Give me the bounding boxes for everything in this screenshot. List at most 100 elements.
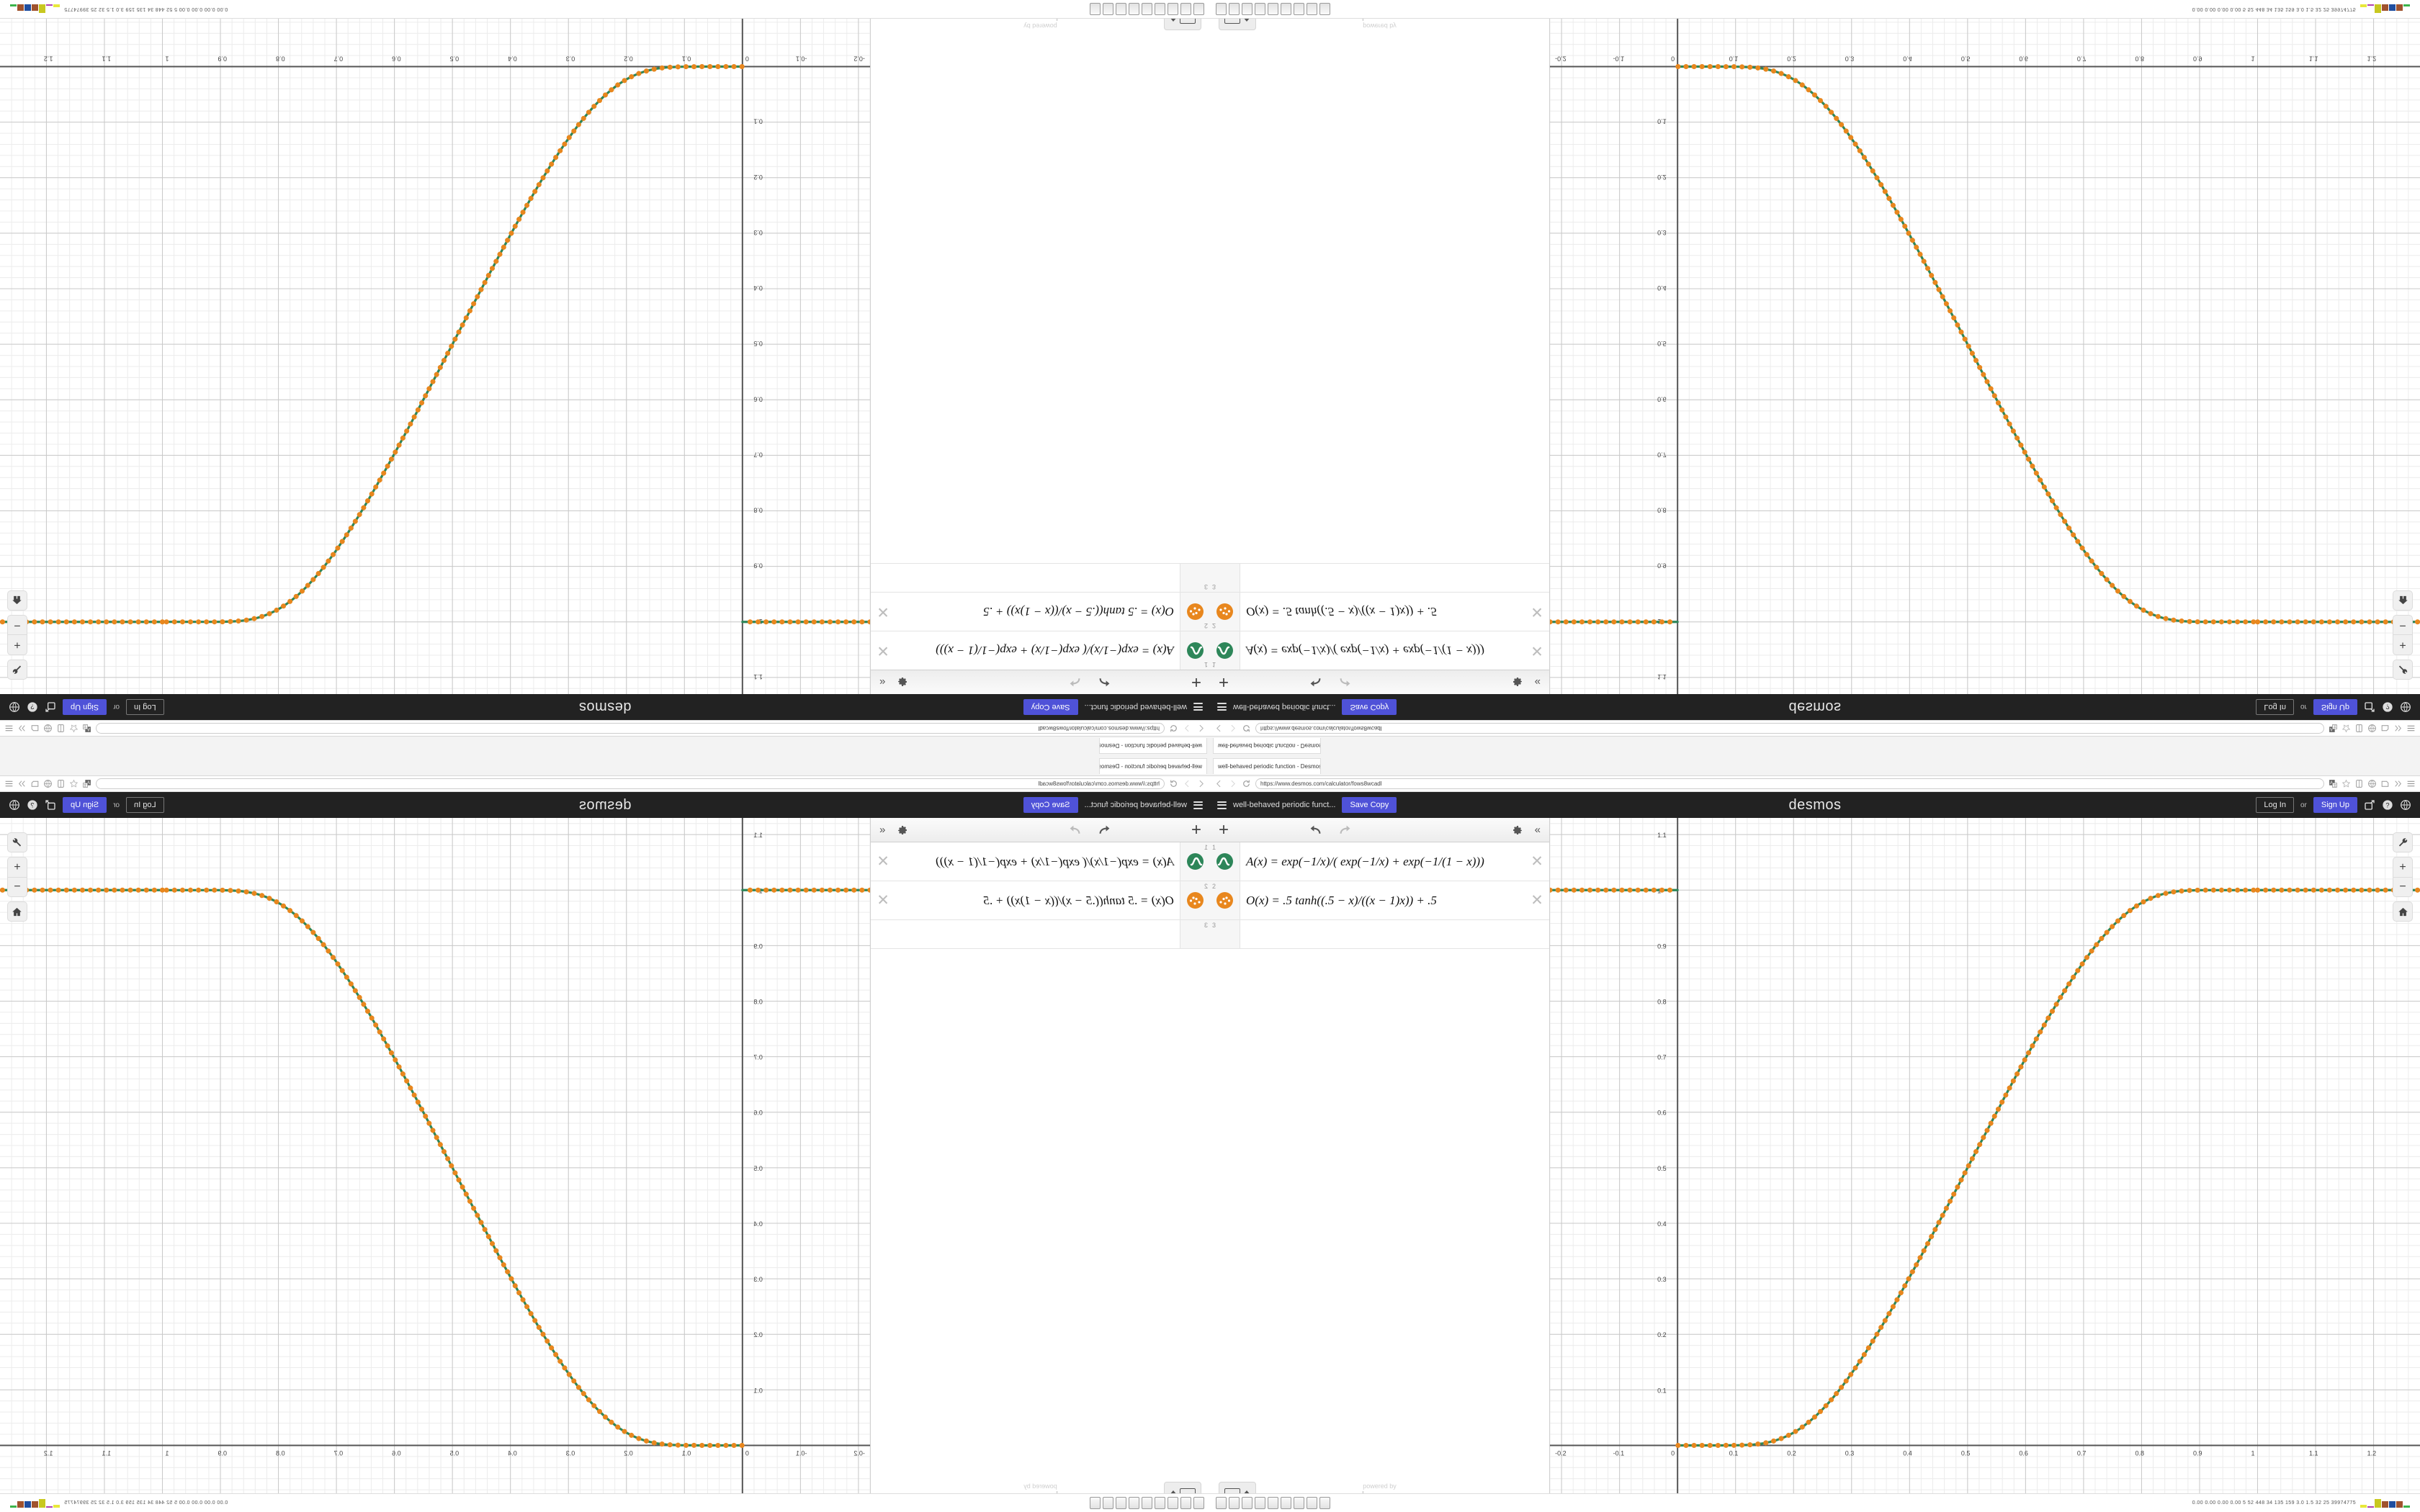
hamburger-menu-icon[interactable] <box>4 724 14 733</box>
browser-tab[interactable]: well-behaved periodic function - Desmos <box>1213 738 1321 755</box>
save-copy-button[interactable]: Save Copy <box>1342 797 1397 813</box>
zoom-in-button[interactable]: + <box>7 635 27 655</box>
hamburger-menu-icon[interactable] <box>1217 703 1227 711</box>
save-to-pocket-icon[interactable] <box>2380 724 2390 733</box>
taskbar-app-icon[interactable] <box>1319 1497 1330 1509</box>
redo-arrow-icon[interactable] <box>1338 677 1353 688</box>
help-question-icon[interactable]: ? <box>2382 701 2393 713</box>
expression-body[interactable]: A(x) = exp(−1/x)/( exp(−1/x) + exp(−1/(1… <box>1240 631 1525 670</box>
expression-row[interactable]: 2 O(x) = .5 tanh((.5 − x)/((x − 1)x)) + … <box>871 592 1210 631</box>
expression-body[interactable]: A(x) = exp(−1/x)/( exp(−1/x) + exp(−1/(1… <box>1240 842 1525 881</box>
taskbar-app-icon[interactable] <box>1180 1497 1191 1509</box>
reload-icon[interactable] <box>1169 779 1178 788</box>
share-icon[interactable] <box>45 799 56 811</box>
hamburger-menu-icon[interactable] <box>2406 724 2416 733</box>
globe-icon[interactable] <box>2367 724 2377 733</box>
hamburger-menu-icon[interactable] <box>1193 703 1203 711</box>
taskbar-app-icon[interactable] <box>1216 1497 1227 1509</box>
log-in-button[interactable]: Log In <box>2256 699 2294 715</box>
taskbar-app-icon[interactable] <box>1268 3 1278 15</box>
dotted-curve-icon[interactable] <box>1216 642 1233 659</box>
taskbar-app-icon[interactable] <box>1255 3 1265 15</box>
gear-icon[interactable] <box>897 824 908 836</box>
log-in-button[interactable]: Log In <box>2256 797 2294 813</box>
bookmark-star-icon[interactable] <box>69 779 79 788</box>
bookmark-star-icon[interactable] <box>2341 724 2351 733</box>
redo-arrow-icon[interactable] <box>1067 824 1082 836</box>
url-input[interactable]: https://www.desmos.com/calculator/fows8w… <box>96 723 1165 734</box>
expression-row[interactable]: 2 O(x) = .5 tanh((.5 − x)/((x − 1)x)) + … <box>871 881 1210 920</box>
gear-icon[interactable] <box>1512 677 1523 688</box>
undo-arrow-icon[interactable] <box>1308 677 1322 688</box>
taskbar-app-icon[interactable] <box>1090 1497 1101 1509</box>
forward-arrow-icon[interactable] <box>1183 779 1192 788</box>
save-to-pocket-icon[interactable] <box>30 724 40 733</box>
taskbar-app-icon[interactable] <box>1129 3 1139 15</box>
taskbar-app-icon[interactable] <box>1168 1497 1178 1509</box>
wrench-icon[interactable] <box>2393 832 2413 852</box>
close-x-icon[interactable]: ✕ <box>1531 853 1543 870</box>
add-expression-icon[interactable]: + <box>1191 672 1201 693</box>
save-to-pocket-icon[interactable] <box>30 779 40 788</box>
zoom-in-button[interactable]: + <box>2393 635 2413 655</box>
zoom-out-button[interactable]: − <box>2393 877 2413 897</box>
taskbar-app-icon[interactable] <box>1116 1497 1126 1509</box>
taskbar-app-icon[interactable] <box>1155 3 1165 15</box>
chevron-double-right-icon[interactable] <box>17 779 27 788</box>
home-icon[interactable] <box>7 901 27 922</box>
url-input[interactable]: https://www.desmos.com/calculator/fows8w… <box>1255 723 2324 734</box>
taskbar-app-icon[interactable] <box>1090 3 1101 15</box>
dotted-curve-icon[interactable] <box>1216 603 1233 620</box>
chevron-double-left-icon[interactable]: « <box>879 824 886 836</box>
help-question-icon[interactable]: ? <box>27 701 38 713</box>
zoom-in-button[interactable]: + <box>7 857 27 877</box>
dotted-curve-icon[interactable] <box>1187 603 1204 620</box>
dotted-curve-icon[interactable] <box>1187 642 1204 659</box>
back-arrow-icon[interactable] <box>1196 724 1206 733</box>
globe-icon[interactable] <box>43 724 53 733</box>
chevron-double-right-icon[interactable] <box>17 724 27 733</box>
forward-arrow-icon[interactable] <box>1228 724 1237 733</box>
log-in-button[interactable]: Log In <box>126 797 164 813</box>
globe-language-icon[interactable] <box>2400 701 2411 713</box>
help-question-icon[interactable]: ? <box>2382 799 2393 811</box>
taskbar-app-icon[interactable] <box>1229 1497 1240 1509</box>
reader-mode-icon[interactable] <box>56 779 66 788</box>
browser-tab[interactable]: well-behaved periodic function - Desmos <box>1099 738 1207 755</box>
taskbar-app-icon[interactable] <box>1229 3 1240 15</box>
taskbar-app-icon[interactable] <box>1180 3 1191 15</box>
expression-body[interactable] <box>871 564 1180 592</box>
hamburger-menu-icon[interactable] <box>4 779 14 788</box>
translate-icon[interactable]: A文 <box>82 724 91 733</box>
undo-arrow-icon[interactable] <box>1098 677 1112 688</box>
redo-arrow-icon[interactable] <box>1067 677 1082 688</box>
bookmark-star-icon[interactable] <box>2341 779 2351 788</box>
redo-arrow-icon[interactable] <box>1338 824 1353 836</box>
save-to-pocket-icon[interactable] <box>2380 779 2390 788</box>
save-copy-button[interactable]: Save Copy <box>1023 699 1078 715</box>
help-question-icon[interactable]: ? <box>27 799 38 811</box>
back-arrow-icon[interactable] <box>1196 779 1206 788</box>
expression-body[interactable]: A(x) = exp(−1/x)/( exp(−1/x) + exp(−1/(1… <box>895 842 1180 881</box>
chevron-double-left-icon[interactable]: « <box>1534 676 1541 688</box>
graph-canvas[interactable]: -0.2 -0.1 0 0.1 0.2 0.3 0.4 0.5 0.6 0.7 0.8 0.9 1 1.1… <box>0 0 870 694</box>
expression-row[interactable]: 1 A(x) = exp(−1/x)/( exp(−1/x) + exp(−1/… <box>871 842 1210 881</box>
reload-icon[interactable] <box>1242 724 1251 733</box>
url-input[interactable]: https://www.desmos.com/calculator/fows8w… <box>1255 778 2324 789</box>
expression-row-empty[interactable]: 3 <box>871 920 1210 949</box>
taskbar-app-icon[interactable] <box>1216 3 1227 15</box>
expression-row[interactable]: 1 A(x) = exp(−1/x)/( exp(−1/x) + exp(−1/… <box>1210 842 1549 881</box>
add-expression-icon[interactable]: + <box>1191 819 1201 840</box>
chevron-double-right-icon[interactable] <box>2393 724 2403 733</box>
expression-body[interactable] <box>871 920 1180 948</box>
taskbar-app-icon[interactable] <box>1294 3 1304 15</box>
globe-language-icon[interactable] <box>9 701 20 713</box>
hamburger-menu-icon[interactable] <box>1217 801 1227 809</box>
sign-up-button[interactable]: Sign Up <box>63 699 107 715</box>
share-icon[interactable] <box>2364 701 2375 713</box>
chevron-double-right-icon[interactable] <box>2393 779 2403 788</box>
taskbar-app-icon[interactable] <box>1319 3 1330 15</box>
globe-icon[interactable] <box>2367 779 2377 788</box>
sign-up-button[interactable]: Sign Up <box>2313 797 2357 813</box>
forward-arrow-icon[interactable] <box>1228 779 1237 788</box>
